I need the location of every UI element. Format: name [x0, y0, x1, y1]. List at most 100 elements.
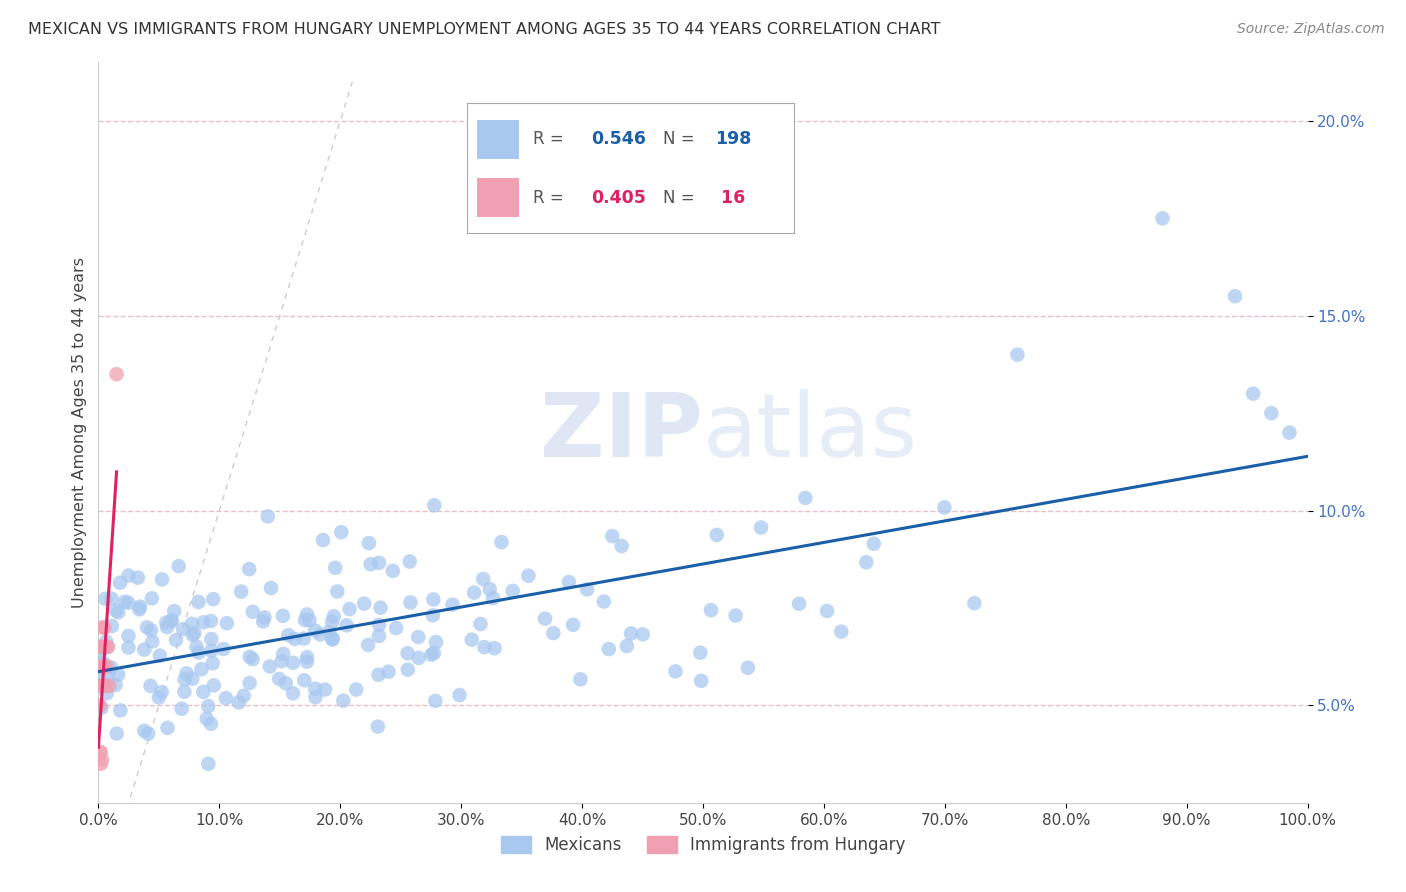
Point: [862, 537, 884, 551]
Point: [93, 620, 115, 634]
Point: [150, 685, 173, 699]
Point: [700, 603, 723, 617]
Point: [569, 673, 592, 687]
Point: [156, 721, 179, 735]
Point: [368, 617, 391, 632]
Point: [259, 659, 281, 673]
Point: [616, 639, 638, 653]
Point: [117, 629, 139, 643]
Point: [242, 605, 264, 619]
Point: [534, 612, 557, 626]
Point: [117, 640, 139, 655]
Point: [163, 604, 186, 618]
Point: [423, 499, 446, 513]
Point: [129, 599, 152, 614]
Point: [292, 632, 315, 646]
Point: [463, 585, 485, 599]
Point: [274, 676, 297, 690]
Point: [737, 661, 759, 675]
Point: [200, 643, 222, 657]
Point: [277, 628, 299, 642]
Point: [173, 673, 195, 687]
Point: [370, 600, 392, 615]
Point: [90, 640, 112, 654]
Point: [96, 659, 118, 673]
Point: [367, 629, 389, 643]
Point: [339, 602, 361, 616]
Point: [321, 615, 343, 629]
Point: [620, 626, 643, 640]
Point: [441, 598, 464, 612]
Point: [90, 659, 112, 673]
Point: [98, 679, 121, 693]
Point: [422, 608, 444, 623]
Point: [284, 632, 307, 646]
Point: [105, 603, 128, 617]
Point: [332, 693, 354, 707]
Point: [270, 654, 292, 668]
Point: [239, 649, 262, 664]
Point: [724, 608, 747, 623]
Point: [598, 642, 620, 657]
Text: MEXICAN VS IMMIGRANTS FROM HUNGARY UNEMPLOYMENT AMONG AGES 35 TO 44 YEARS CORREL: MEXICAN VS IMMIGRANTS FROM HUNGARY UNEMP…: [28, 22, 941, 37]
Point: [197, 699, 219, 714]
Point: [110, 703, 132, 717]
Point: [690, 673, 713, 688]
Point: [377, 665, 399, 679]
Point: [89, 745, 111, 759]
Point: [381, 564, 404, 578]
Point: [202, 592, 225, 607]
Point: [242, 652, 264, 666]
Point: [136, 726, 159, 740]
Point: [228, 696, 250, 710]
Point: [1152, 211, 1174, 226]
Point: [91, 753, 114, 767]
Point: [502, 583, 524, 598]
Point: [107, 606, 129, 620]
Point: [90, 701, 112, 715]
Point: [190, 662, 212, 676]
Point: [558, 575, 581, 590]
Point: [423, 646, 446, 660]
Point: [295, 655, 318, 669]
Point: [576, 582, 599, 597]
Point: [321, 632, 343, 647]
Point: [100, 660, 122, 674]
Point: [202, 678, 225, 692]
Point: [150, 573, 173, 587]
Point: [855, 555, 877, 569]
Point: [193, 685, 215, 699]
Point: [706, 528, 728, 542]
Point: [398, 554, 420, 568]
Point: [368, 556, 391, 570]
Point: [269, 672, 291, 686]
Point: [425, 635, 447, 649]
Point: [90, 745, 112, 759]
Point: [273, 647, 295, 661]
Point: [253, 610, 276, 624]
Point: [1260, 406, 1282, 420]
Point: [183, 626, 205, 640]
Point: [478, 582, 501, 596]
Text: atlas: atlas: [703, 389, 918, 476]
Point: [294, 613, 316, 627]
Point: [491, 535, 513, 549]
Point: [117, 568, 139, 582]
Point: [193, 615, 215, 630]
Point: [543, 626, 565, 640]
Point: [187, 595, 209, 609]
Point: [312, 533, 335, 547]
Point: [105, 726, 128, 740]
Point: [422, 592, 444, 607]
Point: [200, 632, 222, 646]
Point: [96, 677, 118, 691]
Y-axis label: Unemployment Among Ages 35 to 44 years: Unemployment Among Ages 35 to 44 years: [72, 257, 87, 608]
Point: [93, 679, 115, 693]
Point: [830, 624, 852, 639]
Point: [139, 623, 162, 637]
Point: [271, 608, 294, 623]
Point: [160, 613, 183, 627]
Point: [187, 646, 209, 660]
Point: [96, 686, 118, 700]
Point: [173, 684, 195, 698]
